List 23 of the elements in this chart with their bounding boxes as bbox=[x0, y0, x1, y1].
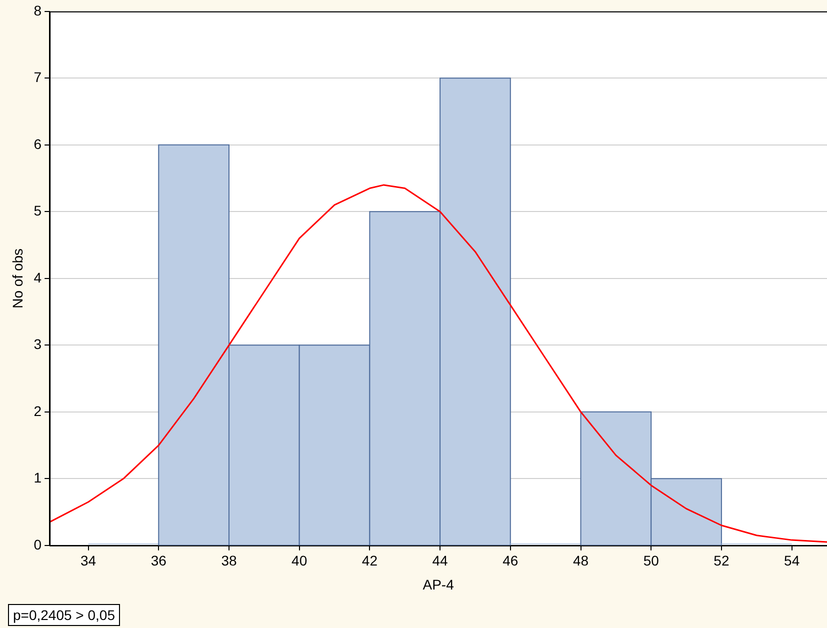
y-tick-label: 7 bbox=[34, 69, 42, 86]
x-axis-title: AP-4 bbox=[422, 576, 454, 592]
x-tick-label: 48 bbox=[572, 552, 589, 569]
y-tick-label: 4 bbox=[34, 269, 42, 286]
y-tick-label: 1 bbox=[34, 470, 42, 486]
y-tick-label: 8 bbox=[34, 2, 42, 18]
y-tick-label: 3 bbox=[34, 336, 42, 352]
y-tick-label: 6 bbox=[34, 136, 42, 152]
x-tick-label: 46 bbox=[502, 552, 518, 569]
y-tick-label: 0 bbox=[34, 536, 42, 552]
x-tick-label: 42 bbox=[362, 552, 378, 569]
y-tick-label: 2 bbox=[34, 402, 42, 419]
text: p=0,2405 > 0,05 bbox=[8, 604, 120, 626]
x-tick-label: 50 bbox=[643, 552, 660, 569]
x-tick-label: 40 bbox=[292, 552, 308, 569]
y-tick-label: 5 bbox=[34, 202, 42, 219]
y-axis-title: No of obs bbox=[9, 248, 26, 308]
x-tick-label: 54 bbox=[784, 552, 800, 569]
x-tick-label: 44 bbox=[432, 552, 448, 569]
x-tick-label: 38 bbox=[221, 552, 237, 569]
x-tick-label: 36 bbox=[150, 552, 167, 569]
x-tick-label: 52 bbox=[714, 552, 730, 569]
x-tick-label: 34 bbox=[80, 552, 96, 569]
